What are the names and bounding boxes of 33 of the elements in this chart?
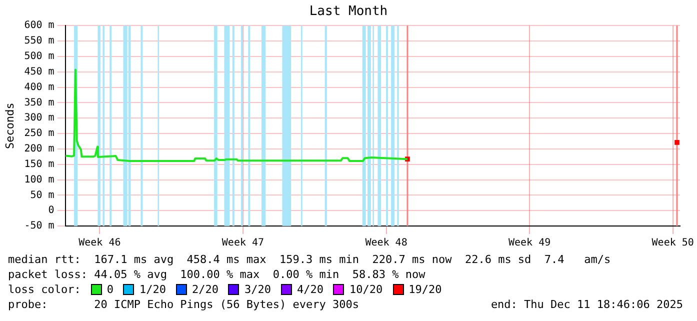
legend-label: 2/20 xyxy=(192,282,218,297)
x-tick-label: Week 49 xyxy=(508,238,551,249)
x-tick-label: Week 48 xyxy=(365,238,408,249)
y-tick-label: 450 m xyxy=(24,66,54,78)
legend-title: loss color: xyxy=(8,282,81,297)
y-tick-label: 400 m xyxy=(24,82,54,93)
y-tick-label: 100 m xyxy=(24,174,54,186)
chart-title: Last Month xyxy=(309,4,388,20)
text: end: Thu Dec 11 18:46:06 2025 xyxy=(490,297,683,312)
y-tick-label: 500 m xyxy=(24,51,54,62)
x-tick-label: Week 46 xyxy=(78,238,121,249)
y-axis-title: Seconds xyxy=(3,102,16,149)
x-tick-label: Week 50 xyxy=(652,238,694,249)
y-tick-label: 600 m xyxy=(24,20,54,32)
y-tick-label: 200 m xyxy=(24,144,54,155)
text: packet loss: 44.05 % avg 100.00 % max 0.00 % min 58.83 % now xyxy=(7,267,426,282)
y-tick-label: 50 m xyxy=(30,190,54,201)
legend-label: 4/20 xyxy=(296,282,324,297)
legend-label: 1/20 xyxy=(139,282,166,297)
legend-label: 10/20 xyxy=(349,282,383,297)
x-tick-label: Week 47 xyxy=(222,238,264,249)
text: probe: 20 ICMP Echo Pings (56 Bytes) every 300s xyxy=(8,297,359,312)
text: median rtt: 167.1 ms avg 458.4 ms max 159.3 ms min 220.7 ms now 22.6 ms sd 7.4 am/s xyxy=(7,252,612,267)
legend-label: 19/20 xyxy=(408,282,442,297)
y-tick-label: 250 m xyxy=(24,128,54,140)
legend-label: 3/20 xyxy=(244,282,271,297)
y-tick-label: 300 m xyxy=(24,112,54,124)
y-tick-label: -50 m xyxy=(24,220,54,232)
y-tick-label: 150 m xyxy=(24,158,54,170)
y-tick-label: 350 m xyxy=(24,97,54,108)
y-tick-label: 550 m xyxy=(24,36,54,47)
legend-label: 0 xyxy=(106,282,114,297)
y-tick-label: 0 xyxy=(48,205,54,216)
